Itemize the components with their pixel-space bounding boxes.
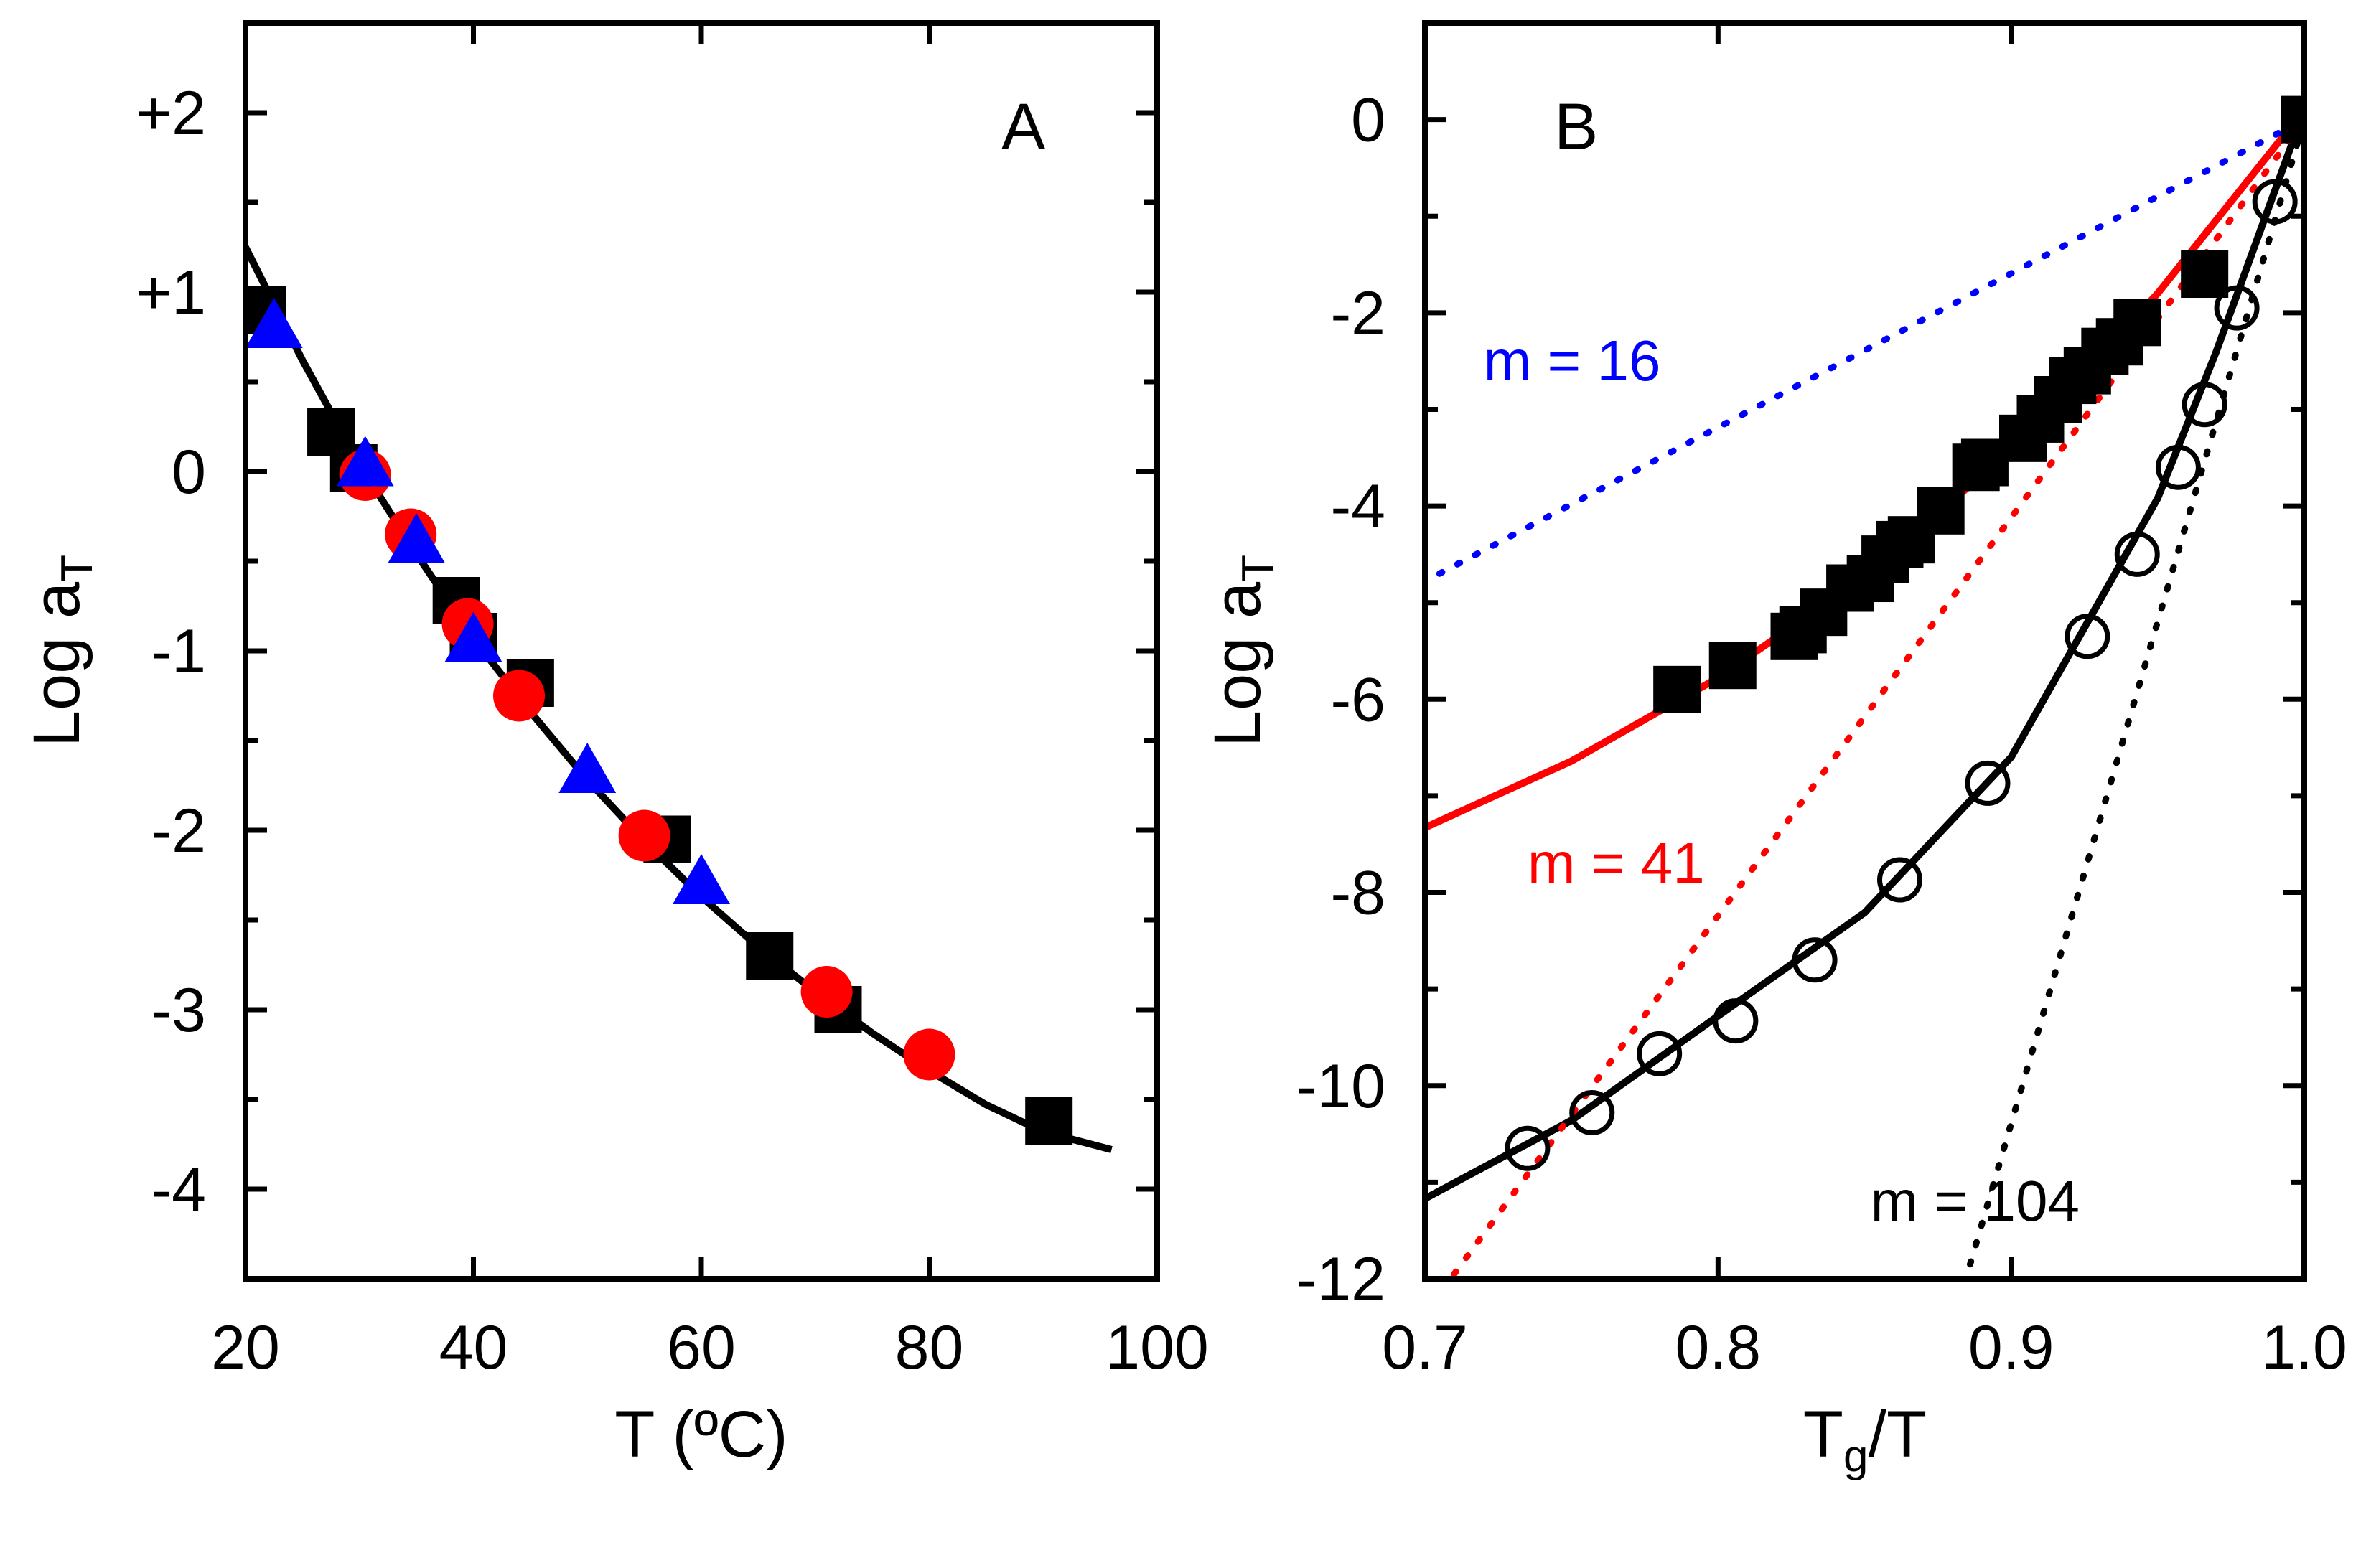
panel-b-series-1-point-12	[2252, 179, 2298, 225]
panel-b-x-axis-label-main: T	[1803, 1398, 1843, 1471]
panel-b-y-axis-label-main: Log a	[1201, 581, 1274, 747]
panel-a-series-2-point-0	[246, 298, 303, 348]
panel-b-y-tick-label-5: -10	[1296, 1052, 1385, 1121]
panel-b-series-0-point-1	[1708, 642, 1757, 690]
panel-b-series-1-point-11	[2214, 285, 2260, 331]
panel-b: 0.7 0.8 0.9 1.0 0 -2 -4 -6 -8 -10 -12 m = 16 m = 41…	[1201, 20, 2347, 1481]
panel-b-series-1-point-7	[2065, 614, 2110, 659]
panel-a-y-tick-label-6: -4	[151, 1155, 206, 1224]
panel-a-series-2-point-2	[388, 513, 446, 563]
panel-a-markers	[246, 286, 1073, 1145]
panel-a-series-0-point-7	[746, 932, 794, 980]
panel-b-series-0-point-21	[2181, 250, 2229, 298]
panel-b-series-3-line	[1425, 108, 2304, 1202]
panel-b-ticks: 0.7 0.8 0.9 1.0 0 -2 -4 -6 -8 -10 -12	[1296, 23, 2347, 1382]
panel-b-y-tick-label-0: 0	[1351, 86, 1385, 155]
panel-b-y-tick-label-1: -2	[1331, 279, 1385, 348]
panel-b-y-tick-label-2: -4	[1331, 472, 1385, 541]
panel-b-y-tick-label-3: -6	[1331, 665, 1385, 734]
panel-a: 20 40 60 80 100 +2 +1 0 -1 -2 -3 -4 A T (ºC) Log aT	[20, 20, 1209, 1471]
panel-b-series-5-dotted	[1451, 116, 2304, 1277]
panel-b-y-tick-label-4: -8	[1331, 859, 1385, 928]
panel-b-lines	[1425, 108, 2304, 1277]
panel-a-y-axis-label: Log aT	[20, 555, 102, 747]
panel-a-plot-area	[246, 245, 1113, 1153]
panel-b-annotation-0: m = 16	[1484, 329, 1661, 393]
panel-b-series-1-point-4	[1792, 937, 1838, 983]
panel-a-ticks: 20 40 60 80 100 +2 +1 0 -1 -2 -3 -4	[136, 23, 1209, 1382]
panel-b-series-0-point-0	[1653, 665, 1701, 713]
panel-a-x-tick-label-2: 60	[667, 1313, 736, 1382]
panel-b-series-0-point-20	[2113, 299, 2161, 347]
panel-b-markers	[1505, 95, 2304, 1171]
panel-b-x-tick-label-3: 1.0	[2261, 1313, 2347, 1382]
panel-a-x-tick-label-4: 100	[1105, 1313, 1209, 1382]
panel-b-series-1-point-2	[1637, 1031, 1683, 1076]
panel-b-x-axis-label-tail: /T	[1868, 1398, 1927, 1471]
panel-a-series-0-point-9	[1025, 1097, 1073, 1145]
panel-a-y-tick-label-0: +2	[136, 79, 206, 148]
panel-b-series-6-dotted	[1967, 116, 2304, 1268]
panel-b-annotations: m = 16 m = 41 m = 104	[1484, 329, 2080, 1233]
panel-a-label: A	[1001, 90, 1046, 164]
panel-a-series-2-point-4	[558, 743, 617, 793]
panel-a-frame	[243, 20, 1160, 1282]
panel-a-y-axis-label-sub: T	[52, 555, 102, 582]
panel-b-series-1-point-0	[1505, 1125, 1551, 1171]
panel-b-x-tick-label-1: 0.8	[1675, 1313, 1762, 1382]
panel-b-series-1-point-1	[1569, 1089, 1615, 1135]
panel-a-y-axis-label-main: Log a	[20, 581, 93, 747]
panel-b-x-tick-label-0: 0.7	[1382, 1313, 1468, 1382]
panel-b-x-axis-label-sub: g	[1843, 1432, 1868, 1481]
panel-b-x-tick-label-2: 0.9	[1968, 1313, 2054, 1382]
panel-a-lines	[246, 245, 1113, 1153]
panel-a-series-1-point-6	[903, 1028, 955, 1081]
panel-a-series-3-line	[246, 245, 1113, 1153]
panel-a-y-tick-label-5: -3	[151, 976, 206, 1045]
panel-a-x-axis-label: T (ºC)	[614, 1398, 787, 1471]
panel-a-x-tick-label-3: 80	[895, 1313, 964, 1382]
panel-b-label: B	[1554, 90, 1598, 164]
panel-a-y-tick-label-1: +1	[136, 258, 206, 327]
panel-b-series-1-point-10	[2182, 382, 2227, 428]
panel-a-y-tick-label-2: 0	[172, 438, 206, 507]
panel-b-plot-area	[1425, 95, 2304, 1277]
panel-b-series-1-point-8	[2114, 531, 2160, 577]
panel-b-annotation-1: m = 41	[1528, 831, 1705, 895]
panel-a-x-tick-label-0: 20	[211, 1313, 280, 1382]
panel-a-series-2-point-5	[673, 854, 730, 904]
panel-b-y-tick-label-6: -12	[1296, 1245, 1385, 1314]
panel-b-series-1-point-6	[1965, 760, 2011, 806]
panel-a-series-2-point-3	[444, 611, 502, 662]
panel-a-series-1-point-5	[800, 966, 853, 1018]
panel-a-x-tick-label-1: 40	[439, 1313, 508, 1382]
panel-b-x-axis-label: Tg/T	[1803, 1398, 1927, 1481]
panel-b-series-4-dotted	[1436, 116, 2304, 577]
panel-a-series-1-point-3	[493, 670, 545, 722]
panel-a-y-tick-label-3: -1	[151, 617, 206, 686]
panel-a-y-tick-label-4: -2	[151, 797, 206, 865]
panel-b-y-axis-label: Log aT	[1201, 555, 1283, 747]
panel-b-series-1-point-5	[1877, 857, 1922, 903]
panel-a-series-2-point-1	[336, 436, 394, 487]
panel-b-series-1-point-9	[2155, 444, 2201, 490]
panel-b-series-1-point-3	[1713, 998, 1759, 1044]
panel-b-series-0-point-10	[1917, 487, 1965, 535]
panel-b-frame	[1422, 20, 2307, 1282]
panel-b-y-axis-label-sub: T	[1233, 555, 1283, 582]
panel-b-annotation-2: m = 104	[1871, 1169, 2080, 1233]
panel-a-series-1-point-4	[618, 809, 670, 862]
